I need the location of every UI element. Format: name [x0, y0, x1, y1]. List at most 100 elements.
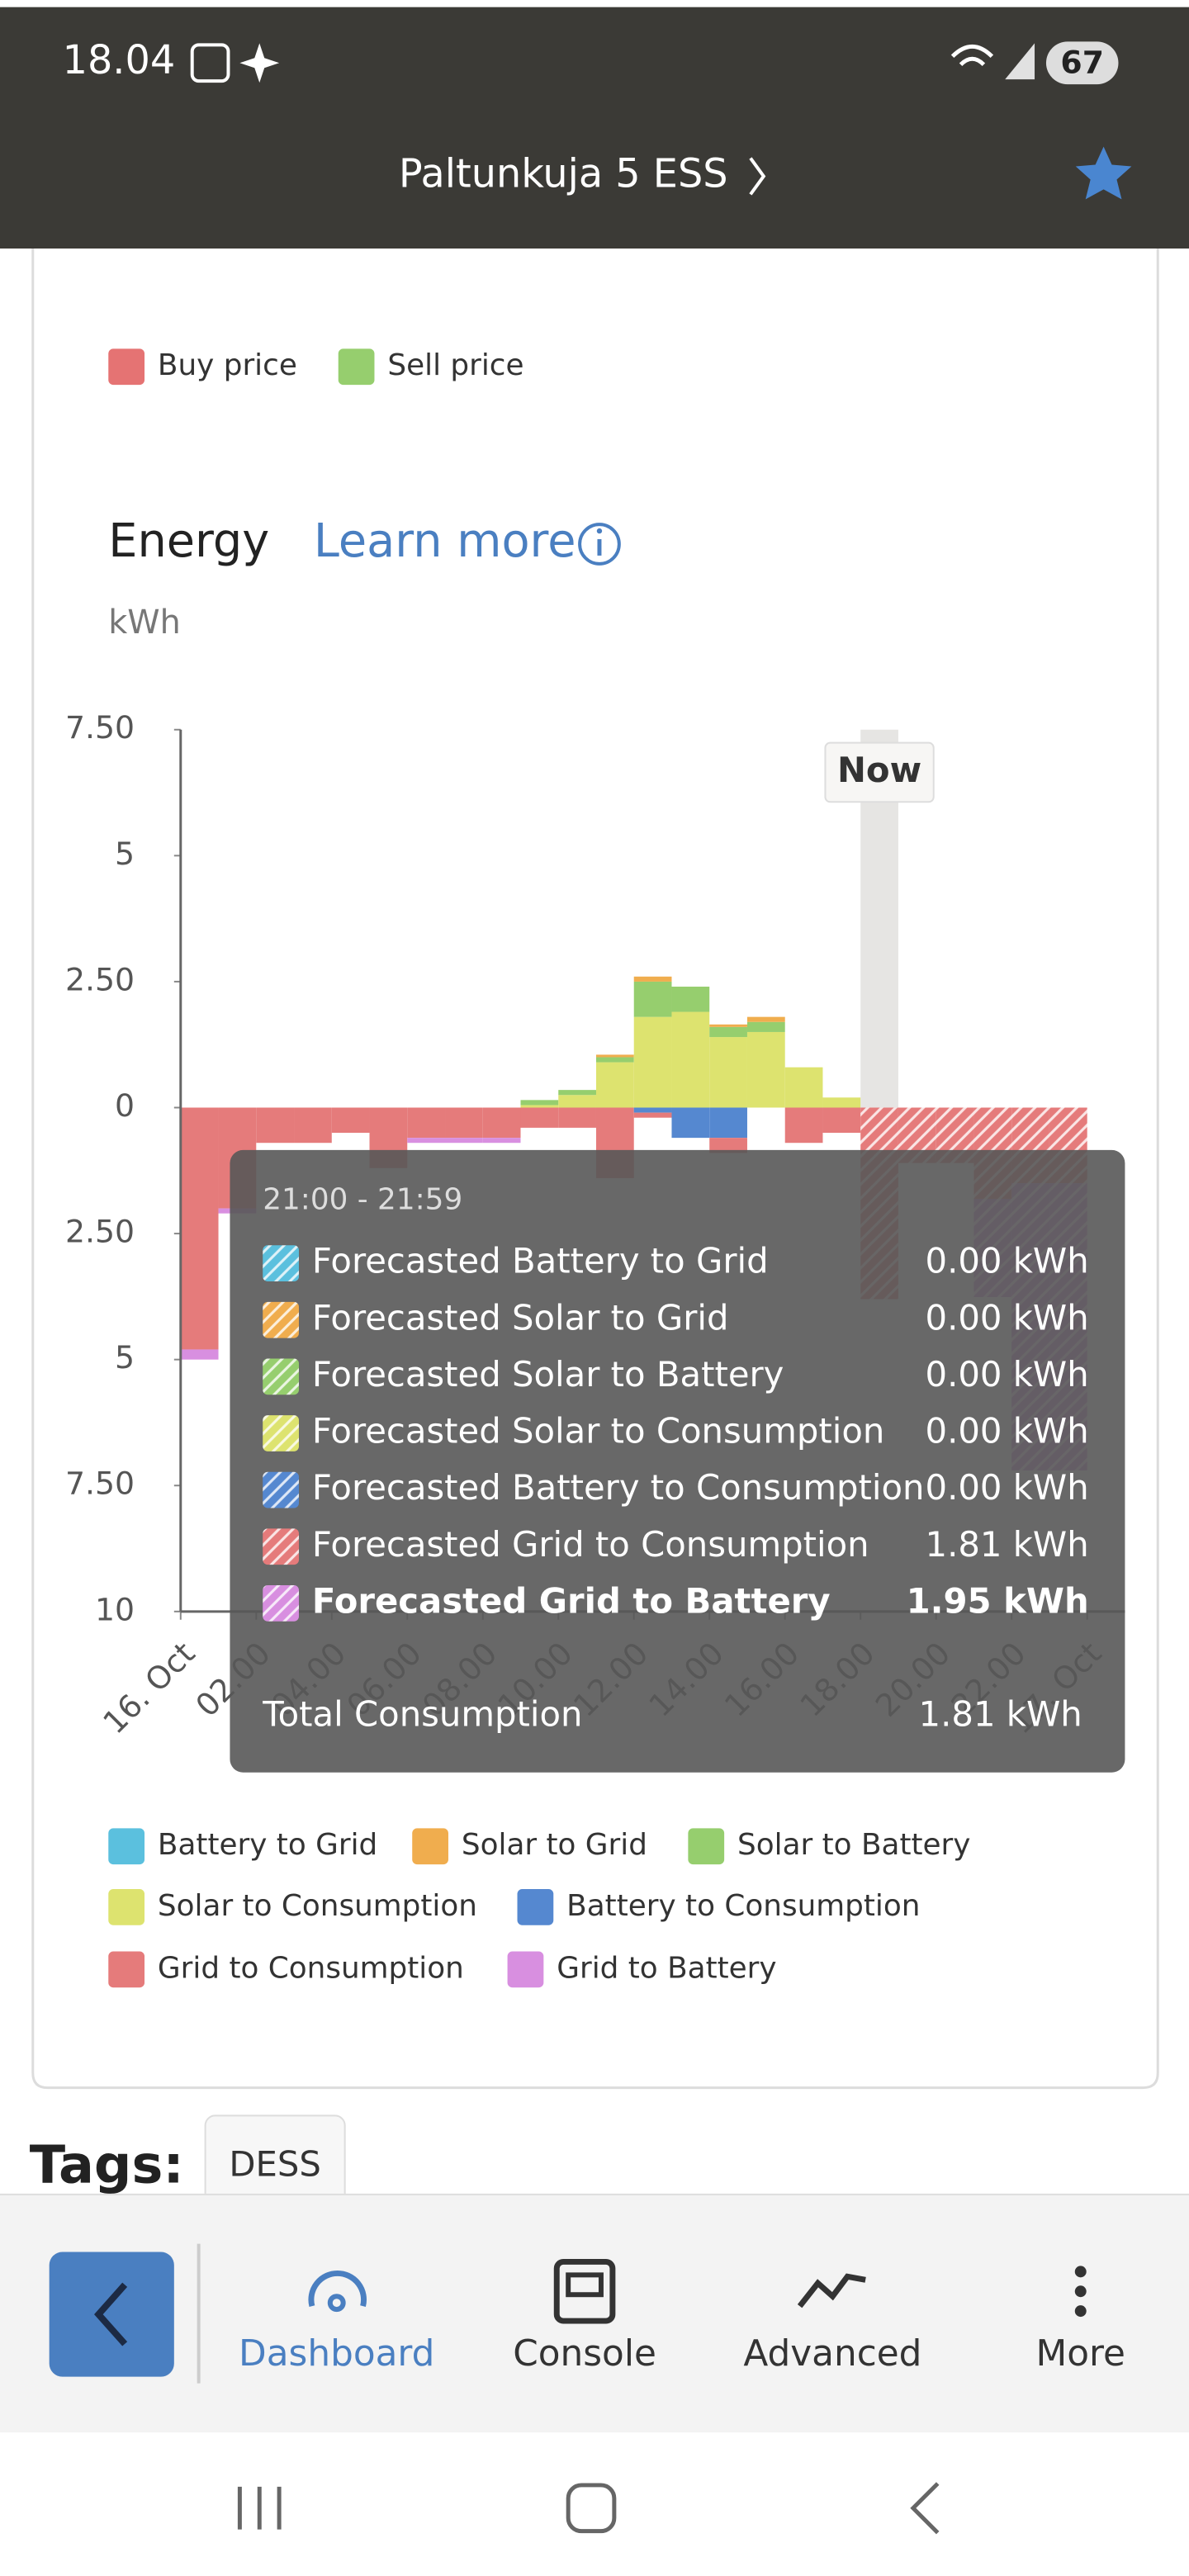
bar-segment: [822, 1107, 861, 1134]
bar-segment: [520, 1107, 559, 1128]
tooltip-row-value: 1.95 kWh: [907, 1580, 1089, 1621]
tooltip-box: [230, 1149, 1125, 1773]
tooltip-swatch: [263, 1528, 299, 1565]
y-axis-label: kWh: [108, 604, 181, 642]
more-icon[interactable]: [1074, 2305, 1087, 2318]
tooltip-row-label: Forecasted Battery to Grid: [312, 1241, 769, 1281]
system-back[interactable]: [910, 2482, 940, 2535]
tooltip-swatch: [263, 1471, 299, 1508]
signal-icon: [1005, 43, 1035, 80]
tooltip-row-label: Forecasted Solar to Grid: [312, 1297, 729, 1338]
bar-segment: [407, 1107, 446, 1139]
more-icon[interactable]: [1074, 2285, 1087, 2298]
bar-segment: [633, 1016, 672, 1108]
tooltip-total-label: Total Consumption: [262, 1694, 582, 1735]
legend-label: Battery to Consumption: [566, 1889, 920, 1923]
nav-label[interactable]: Dashboard: [239, 2332, 434, 2375]
legend-label: Solar to Consumption: [158, 1889, 477, 1923]
nav-label[interactable]: Advanced: [743, 2332, 921, 2375]
y-tick-label: 0: [115, 1087, 135, 1124]
back-button[interactable]: [49, 2252, 174, 2377]
tooltip-swatch: [263, 1301, 299, 1338]
dashboard-icon[interactable]: [308, 2271, 367, 2308]
dashboard-icon[interactable]: [327, 2294, 346, 2313]
y-tick-label: 2.50: [65, 961, 135, 997]
legend-swatch: [517, 1888, 554, 1925]
console-icon[interactable]: [553, 2258, 616, 2324]
advanced-icon[interactable]: [797, 2273, 866, 2308]
tooltip-time: 21:00 - 21:59: [263, 1183, 462, 1217]
nav-label[interactable]: Console: [513, 2332, 656, 2375]
tooltip-row-value: 0.00 kWh: [926, 1241, 1089, 1281]
info-icon[interactable]: [578, 523, 621, 566]
bar-segment: [746, 1031, 785, 1108]
status-icon: [239, 43, 280, 83]
y-tick-label: 7.50: [65, 1466, 135, 1502]
bar-segment: [558, 1107, 596, 1128]
bar-segment: [633, 976, 672, 982]
tooltip-swatch: [263, 1585, 299, 1622]
bar-segment: [709, 1107, 747, 1139]
legend-label: Buy price: [158, 348, 297, 382]
home-button[interactable]: [566, 2483, 617, 2534]
bar-segment: [671, 987, 710, 1012]
legend-swatch: [108, 1951, 145, 1988]
bar-segment: [558, 1095, 596, 1108]
bar-segment: [180, 1107, 219, 1350]
tooltip-swatch: [263, 1358, 299, 1395]
y-tick-label: 7.50: [65, 709, 135, 746]
bar-segment: [445, 1138, 483, 1144]
legend-swatch: [108, 1888, 145, 1925]
bottom-nav: [0, 2194, 1189, 2433]
legend-swatch: [108, 1828, 145, 1865]
bar-segment: [784, 1107, 823, 1144]
recent-apps[interactable]: [237, 2486, 282, 2530]
tooltip-swatch: [263, 1245, 299, 1282]
bar-segment: [445, 1107, 483, 1139]
favorite-star[interactable]: [1075, 146, 1132, 200]
legend-swatch: [412, 1828, 448, 1865]
info-icon[interactable]: [596, 528, 603, 534]
nav-label[interactable]: More: [1035, 2332, 1125, 2375]
status-time: 18.04: [63, 38, 176, 83]
tooltip-swatch: [263, 1415, 299, 1451]
bar-segment: [709, 1037, 747, 1108]
bar-segment: [671, 1107, 710, 1139]
bar-segment: [709, 1026, 747, 1038]
bar-segment: [180, 1349, 219, 1360]
header-title[interactable]: Paltunkuja 5 ESS: [399, 151, 728, 197]
legend-swatch: [108, 348, 145, 386]
bar-segment: [558, 1090, 596, 1096]
now-label-box: [824, 741, 935, 803]
bar-segment: [633, 1107, 672, 1113]
bar-segment: [331, 1107, 370, 1134]
back-icon[interactable]: [94, 2282, 128, 2346]
bar-segment: [520, 1100, 559, 1106]
learn-more-link[interactable]: Learn more: [314, 514, 576, 568]
console-icon[interactable]: [566, 2272, 604, 2298]
tooltip-row-value: 0.00 kWh: [926, 1297, 1089, 1338]
y-tick-label: 2.50: [65, 1214, 135, 1250]
more-icon[interactable]: [1074, 2266, 1087, 2278]
tooltip-row-value: 0.00 kWh: [926, 1467, 1089, 1508]
legend-swatch: [688, 1828, 725, 1865]
tag-text[interactable]: DESS: [229, 2144, 321, 2185]
bar-segment: [595, 1057, 634, 1063]
y-tick-label: 5: [115, 836, 135, 872]
bar-segment: [746, 1021, 785, 1032]
tooltip-row-label: Forecasted Grid to Battery: [312, 1580, 831, 1621]
bar-segment: [256, 1107, 295, 1144]
legend-label: Battery to Grid: [158, 1828, 377, 1862]
header-chevron[interactable]: [749, 157, 766, 196]
bar-segment: [746, 1016, 785, 1022]
chart-title: Energy: [108, 514, 269, 568]
tooltip-row-value: 0.00 kWh: [926, 1354, 1089, 1395]
tooltip-total-value: 1.81 kWh: [919, 1694, 1082, 1735]
tooltip-row-label: Forecasted Solar to Battery: [312, 1354, 784, 1395]
status-icon: [190, 43, 230, 83]
legend-label: Grid to Consumption: [158, 1951, 464, 1985]
tooltip-row-label: Forecasted Solar to Consumption: [312, 1411, 884, 1451]
bar-segment: [671, 1011, 710, 1108]
